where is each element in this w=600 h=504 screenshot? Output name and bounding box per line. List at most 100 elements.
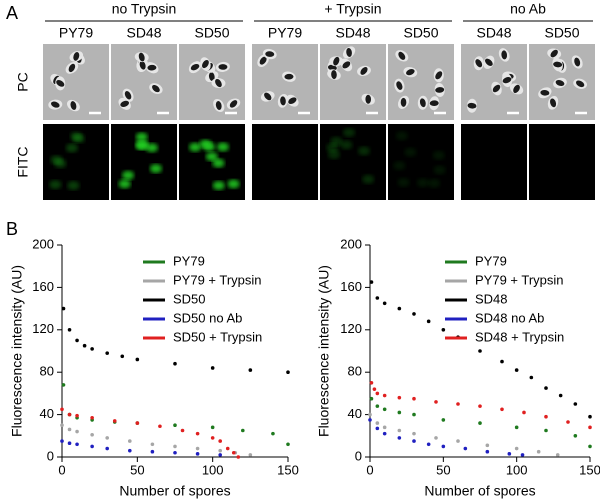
- fluor-spore: [428, 178, 441, 188]
- spore: [259, 56, 267, 65]
- data-point: [375, 391, 380, 396]
- data-point: [369, 280, 374, 284]
- data-point: [75, 429, 79, 434]
- strain-label: SD48: [335, 25, 370, 41]
- y-tick-label: 40: [40, 406, 54, 421]
- data-point: [135, 421, 140, 425]
- spore: [218, 64, 228, 70]
- x-tick-label: 100: [506, 462, 528, 477]
- spore: [333, 56, 340, 66]
- fluor-spore: [205, 152, 218, 162]
- data-point: [456, 439, 460, 443]
- data-point: [588, 444, 592, 449]
- spore: [229, 100, 238, 108]
- data-point: [426, 319, 431, 324]
- spore: [485, 58, 493, 66]
- fluor-spore: [118, 179, 131, 189]
- data-point: [485, 449, 490, 454]
- spore: [208, 72, 215, 82]
- data-point: [61, 383, 66, 387]
- data-point: [478, 349, 482, 353]
- fluor-spore: [65, 143, 78, 153]
- strain-label: SD50: [544, 25, 579, 41]
- data-point: [67, 328, 72, 332]
- x-tick-label: 0: [366, 462, 373, 477]
- data-point: [150, 449, 155, 454]
- x-tick-label: 150: [277, 462, 299, 477]
- y-tick-label: 80: [40, 364, 54, 379]
- x-tick-label: 50: [130, 462, 144, 477]
- data-point: [286, 370, 290, 375]
- data-point: [173, 423, 177, 428]
- data-point: [478, 404, 482, 408]
- data-point: [507, 452, 512, 456]
- spore: [73, 52, 80, 61]
- spore: [475, 59, 483, 68]
- data-point: [218, 439, 222, 443]
- data-point: [173, 450, 177, 455]
- data-point: [369, 381, 374, 385]
- data-point: [412, 396, 416, 401]
- legend-label: PY79 + Trypsin: [173, 272, 262, 287]
- data-point: [180, 428, 185, 433]
- strain-label: PY79: [268, 25, 302, 41]
- group-title: no Ab: [510, 1, 546, 17]
- spore: [540, 89, 550, 96]
- y-tick-label: 160: [340, 279, 362, 294]
- spore: [400, 97, 407, 107]
- data-point: [67, 441, 72, 446]
- spore: [550, 49, 558, 58]
- pc-image: [320, 44, 386, 120]
- data-point: [397, 306, 402, 311]
- data-point: [112, 419, 117, 423]
- y-tick-label: 200: [32, 236, 54, 251]
- fluor-spore: [122, 170, 135, 180]
- data-point: [128, 448, 132, 453]
- data-point: [500, 407, 504, 412]
- spore: [435, 87, 445, 93]
- spore: [138, 52, 145, 62]
- x-axis-title: Number of spores: [119, 483, 230, 499]
- fluor-spore: [212, 158, 225, 168]
- spore: [398, 51, 406, 60]
- data-point: [75, 413, 79, 418]
- fluor-spore: [212, 180, 225, 190]
- panel-label: B: [6, 219, 18, 239]
- spore: [419, 98, 426, 108]
- data-point: [588, 414, 592, 419]
- spore: [190, 63, 200, 71]
- data-point: [382, 425, 387, 430]
- y-tick-label: 0: [47, 448, 54, 463]
- data-point: [60, 407, 64, 412]
- data-point: [544, 386, 548, 390]
- fluor-spore: [327, 150, 340, 160]
- fluor-spore: [145, 143, 158, 153]
- data-point: [375, 404, 380, 408]
- spore: [555, 79, 565, 87]
- fluor-spore: [330, 136, 343, 146]
- fluor-spore: [199, 139, 212, 149]
- data-point: [173, 361, 177, 366]
- spore: [70, 101, 77, 110]
- spore: [575, 80, 585, 88]
- legend-label: SD48 no Ab: [475, 310, 544, 325]
- group-title: + Trypsin: [324, 1, 381, 17]
- data-point: [485, 443, 490, 448]
- data-point: [195, 446, 200, 451]
- fitc-image: [252, 124, 318, 200]
- spore: [429, 100, 439, 107]
- data-point: [75, 338, 79, 343]
- y-tick-label: 120: [32, 321, 54, 336]
- y-tick-label: 0: [355, 448, 362, 463]
- fluor-spore: [404, 147, 417, 157]
- data-point: [441, 444, 446, 449]
- data-point: [225, 446, 230, 451]
- data-point: [412, 439, 416, 443]
- data-point: [536, 449, 541, 454]
- fluor-spore: [397, 177, 410, 187]
- spore: [215, 78, 222, 88]
- data-point: [514, 368, 519, 372]
- x-tick-label: 100: [202, 462, 224, 477]
- spore: [574, 57, 581, 67]
- data-point: [522, 410, 526, 415]
